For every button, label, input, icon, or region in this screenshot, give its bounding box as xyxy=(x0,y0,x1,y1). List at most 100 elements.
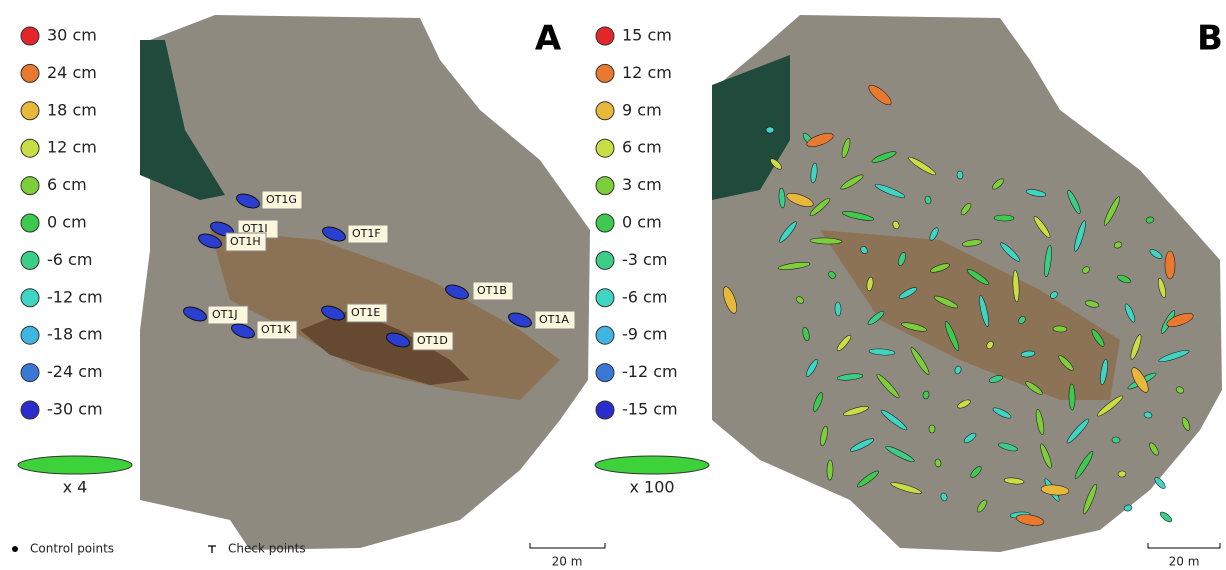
legend-label: -6 cm xyxy=(622,287,667,306)
panel-letter: B xyxy=(1197,19,1223,59)
legend-label: 12 cm xyxy=(47,138,97,157)
legend-swatch xyxy=(595,176,615,196)
legend-label: 9 cm xyxy=(622,100,662,119)
legend-label: 6 cm xyxy=(622,138,662,157)
error-ellipse xyxy=(1117,470,1127,478)
error-ellipse xyxy=(849,438,875,452)
error-ellipse xyxy=(977,499,987,513)
error-ellipse xyxy=(778,187,786,209)
legend-swatch xyxy=(20,26,40,46)
error-ellipse xyxy=(1181,417,1191,431)
error-ellipse xyxy=(1131,367,1149,393)
error-ellipse xyxy=(1066,418,1090,444)
error-ellipse xyxy=(321,305,345,321)
error-ellipse xyxy=(840,174,864,190)
error-ellipse xyxy=(857,470,879,488)
error-ellipse xyxy=(867,310,885,326)
error-ellipse xyxy=(1096,395,1124,417)
legend-swatch xyxy=(595,63,615,83)
error-ellipse xyxy=(1052,325,1068,333)
error-ellipse xyxy=(842,211,874,221)
scale-factor-label: x 100 xyxy=(629,478,674,497)
legend-swatch xyxy=(595,325,615,345)
error-ellipse xyxy=(1040,443,1052,469)
error-ellipse xyxy=(934,458,942,468)
error-ellipse xyxy=(866,276,874,292)
error-ellipse xyxy=(871,151,897,163)
error-ellipses-b xyxy=(722,84,1194,526)
check-points-label: Check points xyxy=(228,542,306,556)
error-ellipse xyxy=(834,301,842,317)
error-ellipse xyxy=(924,195,932,205)
error-ellipse xyxy=(960,202,972,216)
error-ellipse xyxy=(820,425,828,447)
error-ellipse xyxy=(885,445,915,463)
legend-label: 30 cm xyxy=(47,26,97,45)
error-ellipse xyxy=(1003,477,1025,485)
error-ellipse xyxy=(1040,484,1070,496)
legend-label: 3 cm xyxy=(622,175,662,194)
legend-swatch xyxy=(20,213,40,233)
error-ellipse xyxy=(777,261,811,271)
error-ellipse xyxy=(1067,189,1081,215)
point-tag-box xyxy=(207,305,249,325)
error-ellipse xyxy=(922,390,930,400)
legend-swatch xyxy=(20,288,40,308)
soil-b xyxy=(820,230,1120,400)
error-ellipse xyxy=(1015,514,1045,526)
error-ellipse xyxy=(813,392,823,412)
error-ellipse xyxy=(892,220,900,230)
point-tag-box xyxy=(534,310,576,330)
scale-bar-b-label: 20 m xyxy=(1169,555,1200,569)
error-ellipse xyxy=(993,214,1015,222)
error-ellipse xyxy=(908,156,936,176)
legend-label: -12 cm xyxy=(622,362,678,381)
error-ellipse xyxy=(1074,220,1086,252)
error-ellipse xyxy=(386,332,410,348)
error-ellipse xyxy=(1164,250,1176,280)
legend-swatch xyxy=(595,363,615,383)
error-ellipse xyxy=(1068,383,1076,411)
legend-swatch xyxy=(595,250,615,270)
point-tag: OT1I xyxy=(242,222,268,235)
error-ellipse xyxy=(1100,358,1108,386)
error-ellipse xyxy=(930,263,950,273)
error-ellipse xyxy=(786,192,814,208)
legend-swatch xyxy=(595,26,615,46)
error-ellipse xyxy=(898,287,918,299)
error-ellipse xyxy=(1166,312,1194,328)
legend-swatch xyxy=(595,288,615,308)
error-ellipse xyxy=(1025,381,1043,395)
error-ellipse xyxy=(722,286,738,314)
error-ellipse xyxy=(1018,316,1026,324)
scale-bar-b xyxy=(1147,543,1221,549)
error-ellipse xyxy=(928,424,936,434)
legend-label: -15 cm xyxy=(622,400,678,419)
error-ellipse xyxy=(876,373,900,399)
error-ellipse xyxy=(954,365,962,375)
error-ellipse xyxy=(860,245,868,255)
legend-label: -30 cm xyxy=(47,400,103,419)
error-ellipse xyxy=(1000,242,1020,262)
legend-label: -18 cm xyxy=(47,325,103,344)
error-ellipse xyxy=(1025,189,1047,197)
error-ellipse xyxy=(1113,241,1123,249)
error-ellipse xyxy=(1145,216,1155,224)
error-ellipse xyxy=(956,170,964,180)
legend-label: 18 cm xyxy=(47,100,97,119)
error-ellipse xyxy=(1035,408,1045,436)
point-tag-box xyxy=(472,281,514,301)
legend-swatch xyxy=(595,101,615,121)
pit-a xyxy=(300,310,470,385)
legend-label: 12 cm xyxy=(622,63,672,82)
legend-swatch xyxy=(20,101,40,121)
error-ellipse xyxy=(963,432,977,444)
error-ellipse xyxy=(1033,216,1051,238)
point-tag-box xyxy=(256,320,298,340)
point-tag: OT1J xyxy=(212,308,238,321)
point-tag: OT1E xyxy=(351,306,380,319)
error-ellipse xyxy=(992,178,1004,190)
error-ellipse xyxy=(183,306,207,322)
legend-swatch xyxy=(20,363,40,383)
point-tag-box xyxy=(347,224,389,244)
